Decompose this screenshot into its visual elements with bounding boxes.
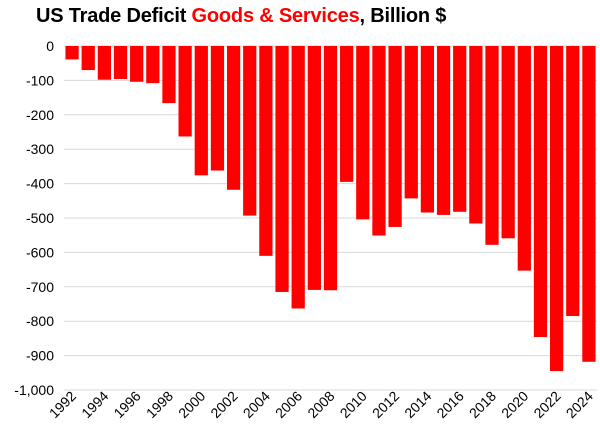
x-tick-label: 2018 [466, 388, 499, 421]
title-part-3: , Billion $ [359, 5, 447, 27]
bar-1999 [178, 46, 192, 137]
bar-2024 [582, 46, 596, 362]
bar-2006 [291, 46, 305, 309]
y-tick-label: -700 [26, 279, 54, 295]
x-tick-label: 1996 [110, 388, 143, 421]
y-tick-label: -200 [26, 107, 54, 123]
bar-2011 [372, 46, 386, 236]
bar-2015 [436, 46, 451, 215]
x-tick-label: 2008 [304, 388, 337, 421]
bar-2000 [194, 46, 208, 176]
y-tick-label: -500 [26, 210, 54, 226]
bar-1993 [81, 46, 95, 71]
bar-2021 [533, 46, 548, 338]
y-tick-label: -800 [26, 313, 54, 329]
bar-2005 [275, 46, 289, 292]
y-tick-label: -1,000 [14, 382, 54, 398]
chart-title: US Trade Deficit Goods & Services, Billi… [36, 5, 446, 28]
bar-1997 [146, 46, 160, 84]
bar-2018 [485, 46, 499, 245]
x-tick-label: 2020 [498, 388, 531, 421]
title-part-1: US Trade Deficit [36, 5, 192, 27]
x-tick-label: 2010 [337, 388, 370, 421]
bar-2007 [307, 46, 321, 290]
x-tick-label: 2002 [207, 388, 240, 421]
y-axis-ticks: 0 -100 -200 -300 -400 -500 -600 -700 -800 -900 -1,… [14, 38, 54, 398]
x-tick-label: 1994 [78, 388, 111, 421]
bar-2020 [517, 46, 531, 271]
x-tick-label: 2006 [272, 388, 305, 421]
x-tick-label: 2014 [401, 388, 434, 421]
bar-2022 [550, 46, 564, 372]
bar-2010 [356, 46, 370, 220]
bar-2017 [469, 46, 483, 224]
bar-2023 [566, 46, 580, 317]
x-tick-label: 2012 [369, 388, 402, 421]
y-tick-label: -300 [26, 141, 54, 157]
bar-2019 [501, 46, 515, 239]
bar-2003 [243, 46, 257, 216]
x-tick-label: 2000 [175, 388, 208, 421]
bar-1996 [130, 46, 144, 82]
y-tick-label: 0 [46, 38, 54, 54]
x-tick-label: 2004 [240, 388, 273, 421]
bar-2001 [210, 46, 225, 171]
bar-1992 [65, 46, 79, 60]
bar-2014 [420, 46, 435, 213]
y-tick-label: -900 [26, 348, 54, 364]
x-tick-label: 1998 [143, 388, 176, 421]
x-tick-label: 2024 [563, 388, 596, 421]
bar-1998 [162, 46, 176, 104]
y-tick-label: -400 [26, 176, 54, 192]
bar-2016 [453, 46, 467, 212]
y-tick-label: -600 [26, 244, 54, 260]
bar-1995 [113, 46, 128, 80]
x-tick-label: 2016 [433, 388, 466, 421]
bar-2013 [404, 46, 418, 199]
y-tick-label: -100 [26, 72, 54, 88]
bar-2004 [259, 46, 273, 256]
bars [65, 46, 596, 372]
x-axis-ticks: 1992199419961998200020022004200620082010… [46, 388, 596, 421]
bar-2008 [323, 46, 338, 291]
title-highlight: Goods & Services [191, 5, 360, 27]
bar-1994 [97, 46, 111, 80]
bar-2009 [340, 46, 354, 182]
bar-2012 [388, 46, 402, 227]
x-tick-label: 2022 [530, 388, 563, 421]
bar-2002 [226, 46, 241, 190]
